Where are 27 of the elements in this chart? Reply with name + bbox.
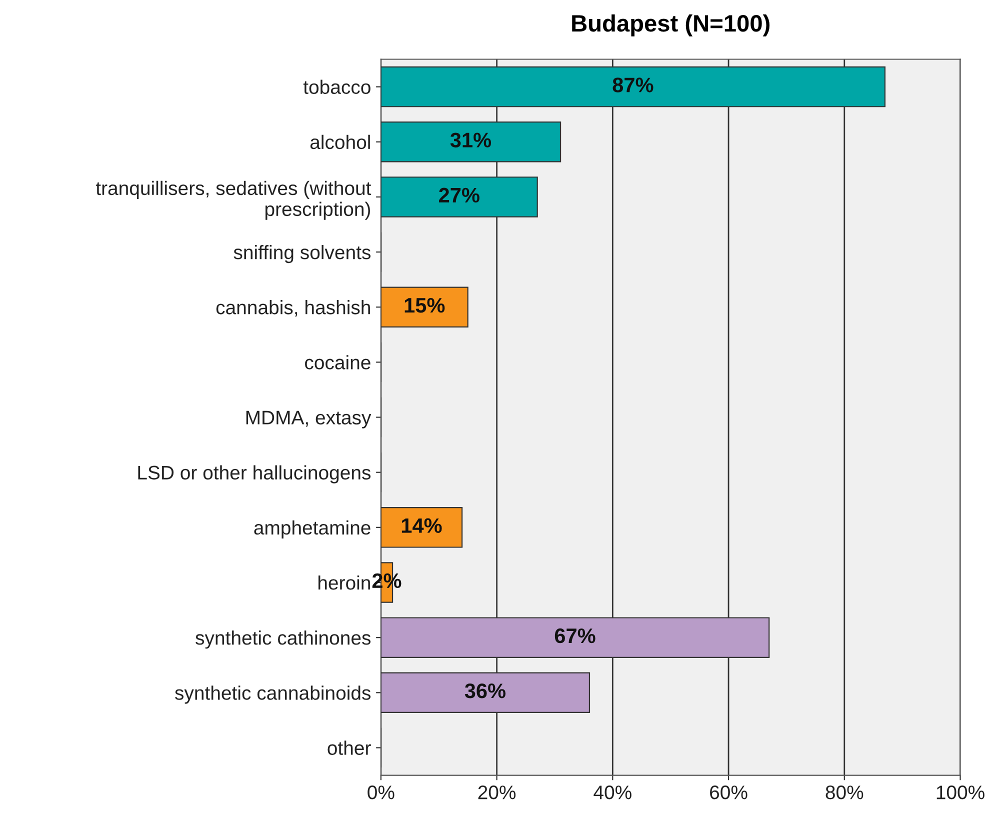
x-tick-label: 60% xyxy=(710,786,748,800)
data-label: 67% xyxy=(554,628,596,644)
data-label: 31% xyxy=(450,132,492,148)
data-label: 15% xyxy=(404,298,445,313)
x-tick-label: 20% xyxy=(478,786,516,800)
x-tick-label: 100% xyxy=(936,786,984,800)
chart-title: Budapest (N=100) xyxy=(572,14,770,36)
data-label: 27% xyxy=(439,188,480,202)
data-label: 36% xyxy=(464,683,506,698)
x-tick-label: 0% xyxy=(368,786,394,800)
y-tick-label: tranquillisers, sedatives (without prescription) xyxy=(96,180,372,220)
x-tick-label: 80% xyxy=(826,786,864,800)
y-tick-label: sniffing solvents xyxy=(234,244,371,264)
y-tick-label: heroin xyxy=(318,575,370,590)
y-tick-label: cannabis, hashish xyxy=(216,300,370,317)
y-tick-label: synthetic cathinones xyxy=(196,630,371,649)
data-label: 14% xyxy=(402,518,442,533)
y-tick-label: cocaine xyxy=(305,355,370,370)
y-tick-label: synthetic cannabinoids xyxy=(175,686,371,704)
y-tick-label: other xyxy=(328,740,371,755)
x-tick-label: 40% xyxy=(594,786,632,800)
y-tick-label: alcohol xyxy=(310,134,370,150)
data-label: 87% xyxy=(612,78,654,92)
y-tick-label: MDMA, extasy xyxy=(246,410,372,428)
y-tick-label: amphetamine xyxy=(254,520,370,538)
y-tick-label: LSD or other hallucinogens xyxy=(138,465,371,484)
y-tick-label: tobacco xyxy=(303,80,370,94)
